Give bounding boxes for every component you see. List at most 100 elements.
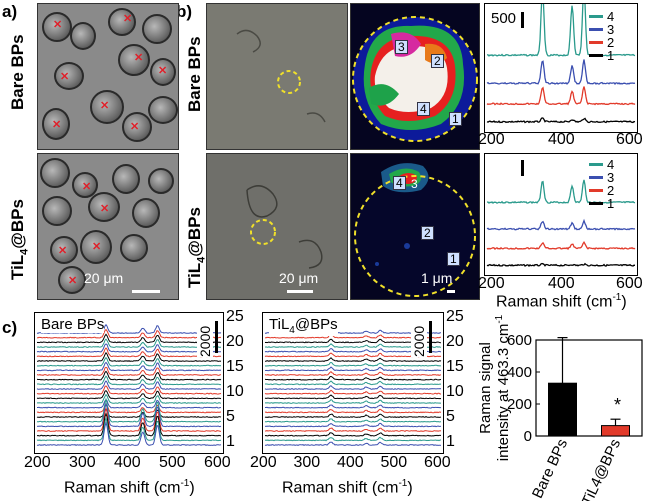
stacked-spectrum-line	[36, 393, 222, 404]
row-label-til4-a: TiL4@BPs	[8, 199, 31, 280]
stacked-spectrum-line	[265, 404, 442, 409]
spectrum-line-4	[486, 4, 636, 57]
stacked-spectrum-line	[36, 347, 222, 358]
heat-label-3: 3	[395, 40, 408, 54]
stacked-spectrum-line	[264, 366, 442, 372]
stacked-spectrum-line	[36, 343, 222, 353]
index-tick-1: 1	[226, 433, 235, 450]
stacked-spectrum-line	[264, 432, 441, 437]
stacked-spectra-bare: Bare BPs 2000	[34, 312, 224, 454]
stacked-spectrum-line	[36, 361, 222, 372]
spectrum-line-2	[486, 240, 636, 251]
stacked-spectrum-line	[37, 407, 222, 433]
stacked-spectrum-line	[264, 408, 442, 414]
spectra-xtick-600-top: 600	[616, 131, 643, 148]
spectra-legend-bottom: 4 3 2 1	[589, 157, 614, 211]
spectrum-line-3	[486, 218, 636, 231]
stacked-spectrum-line	[264, 441, 442, 447]
bar-chart: 0 200 400 600 Bare BPs TiL4@BPs * Raman signal i…	[470, 300, 654, 501]
stacked-spectrum-line	[264, 375, 442, 381]
spectra-xtick-400-top: 400	[548, 131, 575, 148]
spectrum-line-2	[486, 86, 636, 106]
scale-bar-label-heat: 1 μm	[421, 270, 453, 286]
stacked-spectrum-line	[36, 412, 221, 437]
panel-label-b: b)	[176, 2, 193, 21]
stacked-scale-label-til4: 2000	[411, 325, 427, 357]
bar-ytick-0: 0	[524, 428, 532, 445]
row-label-bare-b: Bare BPs	[185, 36, 204, 112]
raman-map-til4-bps: 4 3 2 1 1 μm	[350, 153, 480, 300]
stacked-spectrum-line	[37, 351, 222, 363]
xtick-200: 200	[250, 454, 277, 471]
spectrum-line-4	[486, 179, 636, 205]
xtick-600: 600	[204, 454, 231, 471]
spectra-bare-bps: 500 4 3 2 1	[484, 3, 638, 133]
scale-bar-b	[287, 290, 313, 293]
stacked-spectrum-line	[37, 398, 222, 409]
stacked-spectrum-line	[36, 390, 222, 400]
heat-label-4b: 4	[393, 176, 406, 190]
spectra-xtick-600-bottom: 600	[616, 275, 643, 292]
stacked-spectrum-line	[265, 380, 441, 386]
stacked-spectrum-line	[36, 402, 222, 428]
raman-map-bare-bps: 3 2 4 1	[350, 3, 480, 150]
spectrum-line-3	[486, 59, 636, 85]
heat-label-4: 4	[417, 102, 430, 116]
stacked-spectrum-line	[36, 385, 222, 395]
stacked-spectrum-line	[264, 385, 442, 390]
brightfield-bare-bps	[206, 3, 348, 150]
stacked-title-bare: Bare BPs	[41, 316, 105, 333]
bar-ytick-200: 200	[507, 396, 532, 413]
stacked-spectrum-line	[36, 366, 221, 376]
index-tick-20: 20	[226, 333, 244, 350]
bar-0	[548, 382, 577, 437]
spectra-xtick-400-bottom: 400	[548, 275, 575, 292]
stacked-spectrum-line	[36, 333, 222, 344]
bar-ylabel-line1: Raman signal	[477, 342, 494, 434]
stacked-spectrum-line	[36, 420, 222, 447]
scale-bar-label-b: 20 μm	[279, 270, 319, 286]
micrograph-bare-bps: ✕ ✕ ✕ ✕ ✕ ✕ ✕ ✕	[37, 3, 179, 150]
spectra-til4-bps: 4 3 2 1	[484, 153, 638, 276]
spectra-scale-bar-top	[521, 12, 524, 28]
heat-label-2b: 2	[421, 226, 434, 240]
index-tick-15: 15	[226, 358, 244, 375]
xtick-500: 500	[380, 454, 408, 471]
index-tick-10: 10	[446, 383, 464, 400]
stacked-spectrum-line	[36, 397, 222, 423]
stacked-scale-label-bare: 2000	[197, 325, 213, 357]
index-tick-20: 20	[446, 333, 464, 350]
stacked-spectrum-line	[36, 370, 222, 381]
spectra-legend-top: 4 3 2 1	[589, 9, 614, 63]
index-tick-5: 5	[446, 408, 455, 425]
stacked-spectrum-line	[264, 361, 442, 367]
stacked-spectrum-line	[264, 413, 442, 418]
stacked-spectrum-line	[264, 389, 442, 395]
xtick-400: 400	[337, 454, 364, 471]
panel-label-c: c)	[2, 318, 18, 337]
index-tick-10: 10	[226, 383, 244, 400]
stacked-spectrum-line	[36, 328, 222, 339]
micrograph-til4-bps: ✕ ✕ ✕ ✕ ✕ 20 μm	[37, 153, 179, 300]
index-tick-25: 25	[446, 308, 464, 325]
scale-bar-heat	[447, 290, 455, 293]
heat-label-3b: 3	[411, 177, 418, 191]
stacked-scale-bar-til4	[429, 321, 432, 353]
stacked-spectrum-line	[264, 398, 442, 404]
panel-label-a: a)	[2, 2, 18, 21]
scale-bar-a	[132, 290, 160, 293]
bar-1	[601, 425, 630, 437]
stacked-scale-bar-bare	[215, 321, 218, 353]
index-tick-1: 1	[446, 433, 455, 450]
bar-ytick-400: 400	[507, 364, 532, 381]
heat-label-1b: 1	[447, 252, 460, 266]
stacked-xticks-til4: 200 300 400 500 600	[250, 454, 454, 474]
bar-category-0: Bare BPs	[529, 437, 571, 501]
bar-category-1: TiL4@BPs	[579, 437, 625, 501]
stacked-spectrum-line	[36, 417, 222, 442]
spectrum-line-1	[486, 117, 636, 124]
stacked-spectrum-line	[36, 403, 222, 414]
xtick-400: 400	[114, 454, 141, 471]
stacked-spectrum-line	[36, 408, 222, 418]
brightfield-til4-bps: 20 μm	[206, 153, 348, 300]
